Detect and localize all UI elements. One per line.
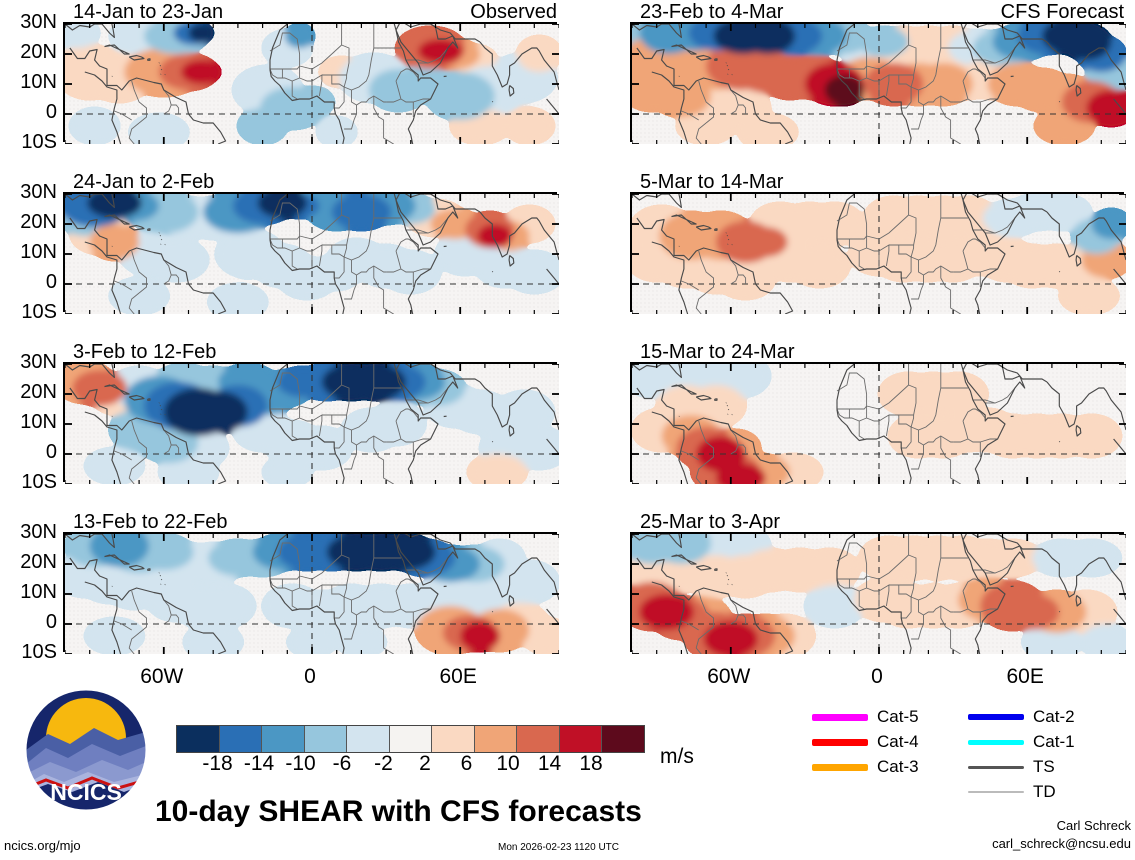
colorbar	[176, 725, 645, 753]
y-tick-label: 10S	[21, 301, 57, 323]
colorbar-segment	[218, 726, 261, 752]
storm-legend-item: Cat-4	[812, 732, 919, 752]
y-tick-label: 0	[45, 441, 57, 463]
colorbar-segment	[388, 726, 431, 752]
storm-legend-item: TD	[968, 782, 1056, 802]
storm-legend-item: Cat-3	[812, 757, 919, 777]
storm-legend-swatch	[968, 739, 1024, 745]
y-tick-label: 10N	[20, 71, 57, 93]
y-tick-label: 30N	[20, 351, 57, 373]
panel-title: 23-Feb to 4-Mar	[640, 1, 784, 23]
y-tick-label: 20N	[20, 41, 57, 63]
y-tick-label: 0	[45, 101, 57, 123]
x-tick-label: 60W	[140, 665, 184, 688]
storm-legend-label: Cat-3	[877, 757, 919, 776]
x-tick-label: 60E	[439, 665, 477, 688]
y-tick-label: 20N	[20, 211, 57, 233]
map-panel	[630, 362, 1126, 484]
map-panel	[63, 192, 559, 314]
y-tick-label: 0	[45, 271, 57, 293]
panel-title: 14-Jan to 23-Jan	[73, 1, 224, 23]
colorbar-segment	[601, 726, 644, 752]
panel-title: 5-Mar to 14-Mar	[640, 171, 784, 193]
x-tick-label: 0	[871, 665, 883, 688]
x-tick-label: 60W	[707, 665, 751, 688]
y-tick-label: 10N	[20, 581, 57, 603]
storm-legend-swatch	[812, 713, 868, 721]
storm-legend-swatch	[968, 714, 1024, 720]
storm-legend-item: Cat-5	[812, 707, 919, 727]
colorbar-tick-labels: -18 -14 -10 -6 -2 2 6 10 14 18	[176, 752, 634, 776]
site-url[interactable]: ncics.org/mjo	[4, 838, 81, 853]
panel-title: 24-Jan to 2-Feb	[73, 171, 215, 193]
colorbar-segment	[261, 726, 304, 752]
ncics-logo[interactable]: NCICS	[24, 688, 148, 817]
storm-legend-swatch	[812, 763, 868, 771]
colorbar-tick-label: 14	[537, 752, 562, 775]
y-tick-label: 20N	[20, 381, 57, 403]
colorbar-segment	[558, 726, 601, 752]
y-tick-label: 30N	[20, 11, 57, 33]
colorbar-segment	[516, 726, 559, 752]
y-tick-label: 10N	[20, 241, 57, 263]
render-timestamp: Mon 2026-02-23 1120 UTC	[498, 842, 619, 853]
x-tick-label: 60E	[1006, 665, 1044, 688]
storm-legend-label: Cat-1	[1033, 732, 1075, 751]
colorbar-segment	[431, 726, 474, 752]
storm-legend-swatch	[968, 791, 1024, 793]
storm-legend-label: TD	[1033, 782, 1056, 801]
storm-legend-swatch	[812, 738, 868, 746]
storm-legend-label: Cat-5	[877, 707, 919, 726]
colorbar-segment	[177, 726, 219, 752]
colorbar-segment	[346, 726, 389, 752]
map-panel	[630, 22, 1126, 144]
map-panel	[630, 192, 1126, 314]
colorbar-tick-label: -10	[285, 752, 316, 775]
storm-legend-label: Cat-4	[877, 732, 919, 751]
colorbar-tick-label: -2	[374, 752, 393, 775]
figure-title: 10-day SHEAR with CFS forecasts	[155, 795, 642, 828]
storm-legend-item: Cat-1	[968, 732, 1075, 752]
storm-legend-item: Cat-2	[968, 707, 1075, 727]
author-email[interactable]: carl_schreck@ncsu.edu	[992, 836, 1131, 851]
y-tick-label: 10S	[21, 471, 57, 493]
map-panel	[63, 362, 559, 484]
author-name: Carl Schreck	[1056, 818, 1131, 833]
colorbar-tick-label: -14	[243, 752, 275, 775]
y-tick-label: 0	[45, 611, 57, 633]
y-tick-label: 20N	[20, 551, 57, 573]
colorbar-tick-label: 6	[460, 752, 473, 775]
storm-legend-label: TS	[1033, 757, 1055, 776]
map-panel	[630, 532, 1126, 654]
map-panel	[63, 532, 559, 654]
colorbar-tick-label: 10	[496, 752, 520, 775]
colorbar-tick-label: 18	[579, 752, 603, 775]
column-header-left: Observed	[470, 1, 557, 23]
y-tick-label: 30N	[20, 181, 57, 203]
y-tick-label: 10S	[21, 131, 57, 153]
colorbar-tick-label: -6	[332, 752, 352, 775]
y-tick-label: 10N	[20, 411, 57, 433]
panel-title: 3-Feb to 12-Feb	[73, 341, 217, 363]
map-panel	[63, 22, 559, 144]
panel-title: 13-Feb to 22-Feb	[73, 511, 228, 533]
storm-legend-label: Cat-2	[1033, 707, 1075, 726]
storm-legend-swatch	[968, 765, 1024, 769]
y-tick-label: 30N	[20, 521, 57, 543]
colorbar-units-label: m/s	[660, 745, 694, 768]
column-header-right: CFS Forecast	[1000, 1, 1124, 23]
x-tick-label: 0	[304, 665, 316, 688]
colorbar-tick-label: -18	[202, 752, 233, 775]
colorbar-tick-label: 2	[419, 752, 431, 775]
storm-legend-item: TS	[968, 757, 1055, 777]
panel-title: 15-Mar to 24-Mar	[640, 341, 795, 363]
panel-title: 25-Mar to 3-Apr	[640, 511, 781, 533]
y-tick-label: 10S	[21, 641, 57, 663]
colorbar-segment	[473, 726, 516, 752]
colorbar-segment	[303, 726, 346, 752]
ncics-logo-text: NCICS	[50, 779, 122, 805]
